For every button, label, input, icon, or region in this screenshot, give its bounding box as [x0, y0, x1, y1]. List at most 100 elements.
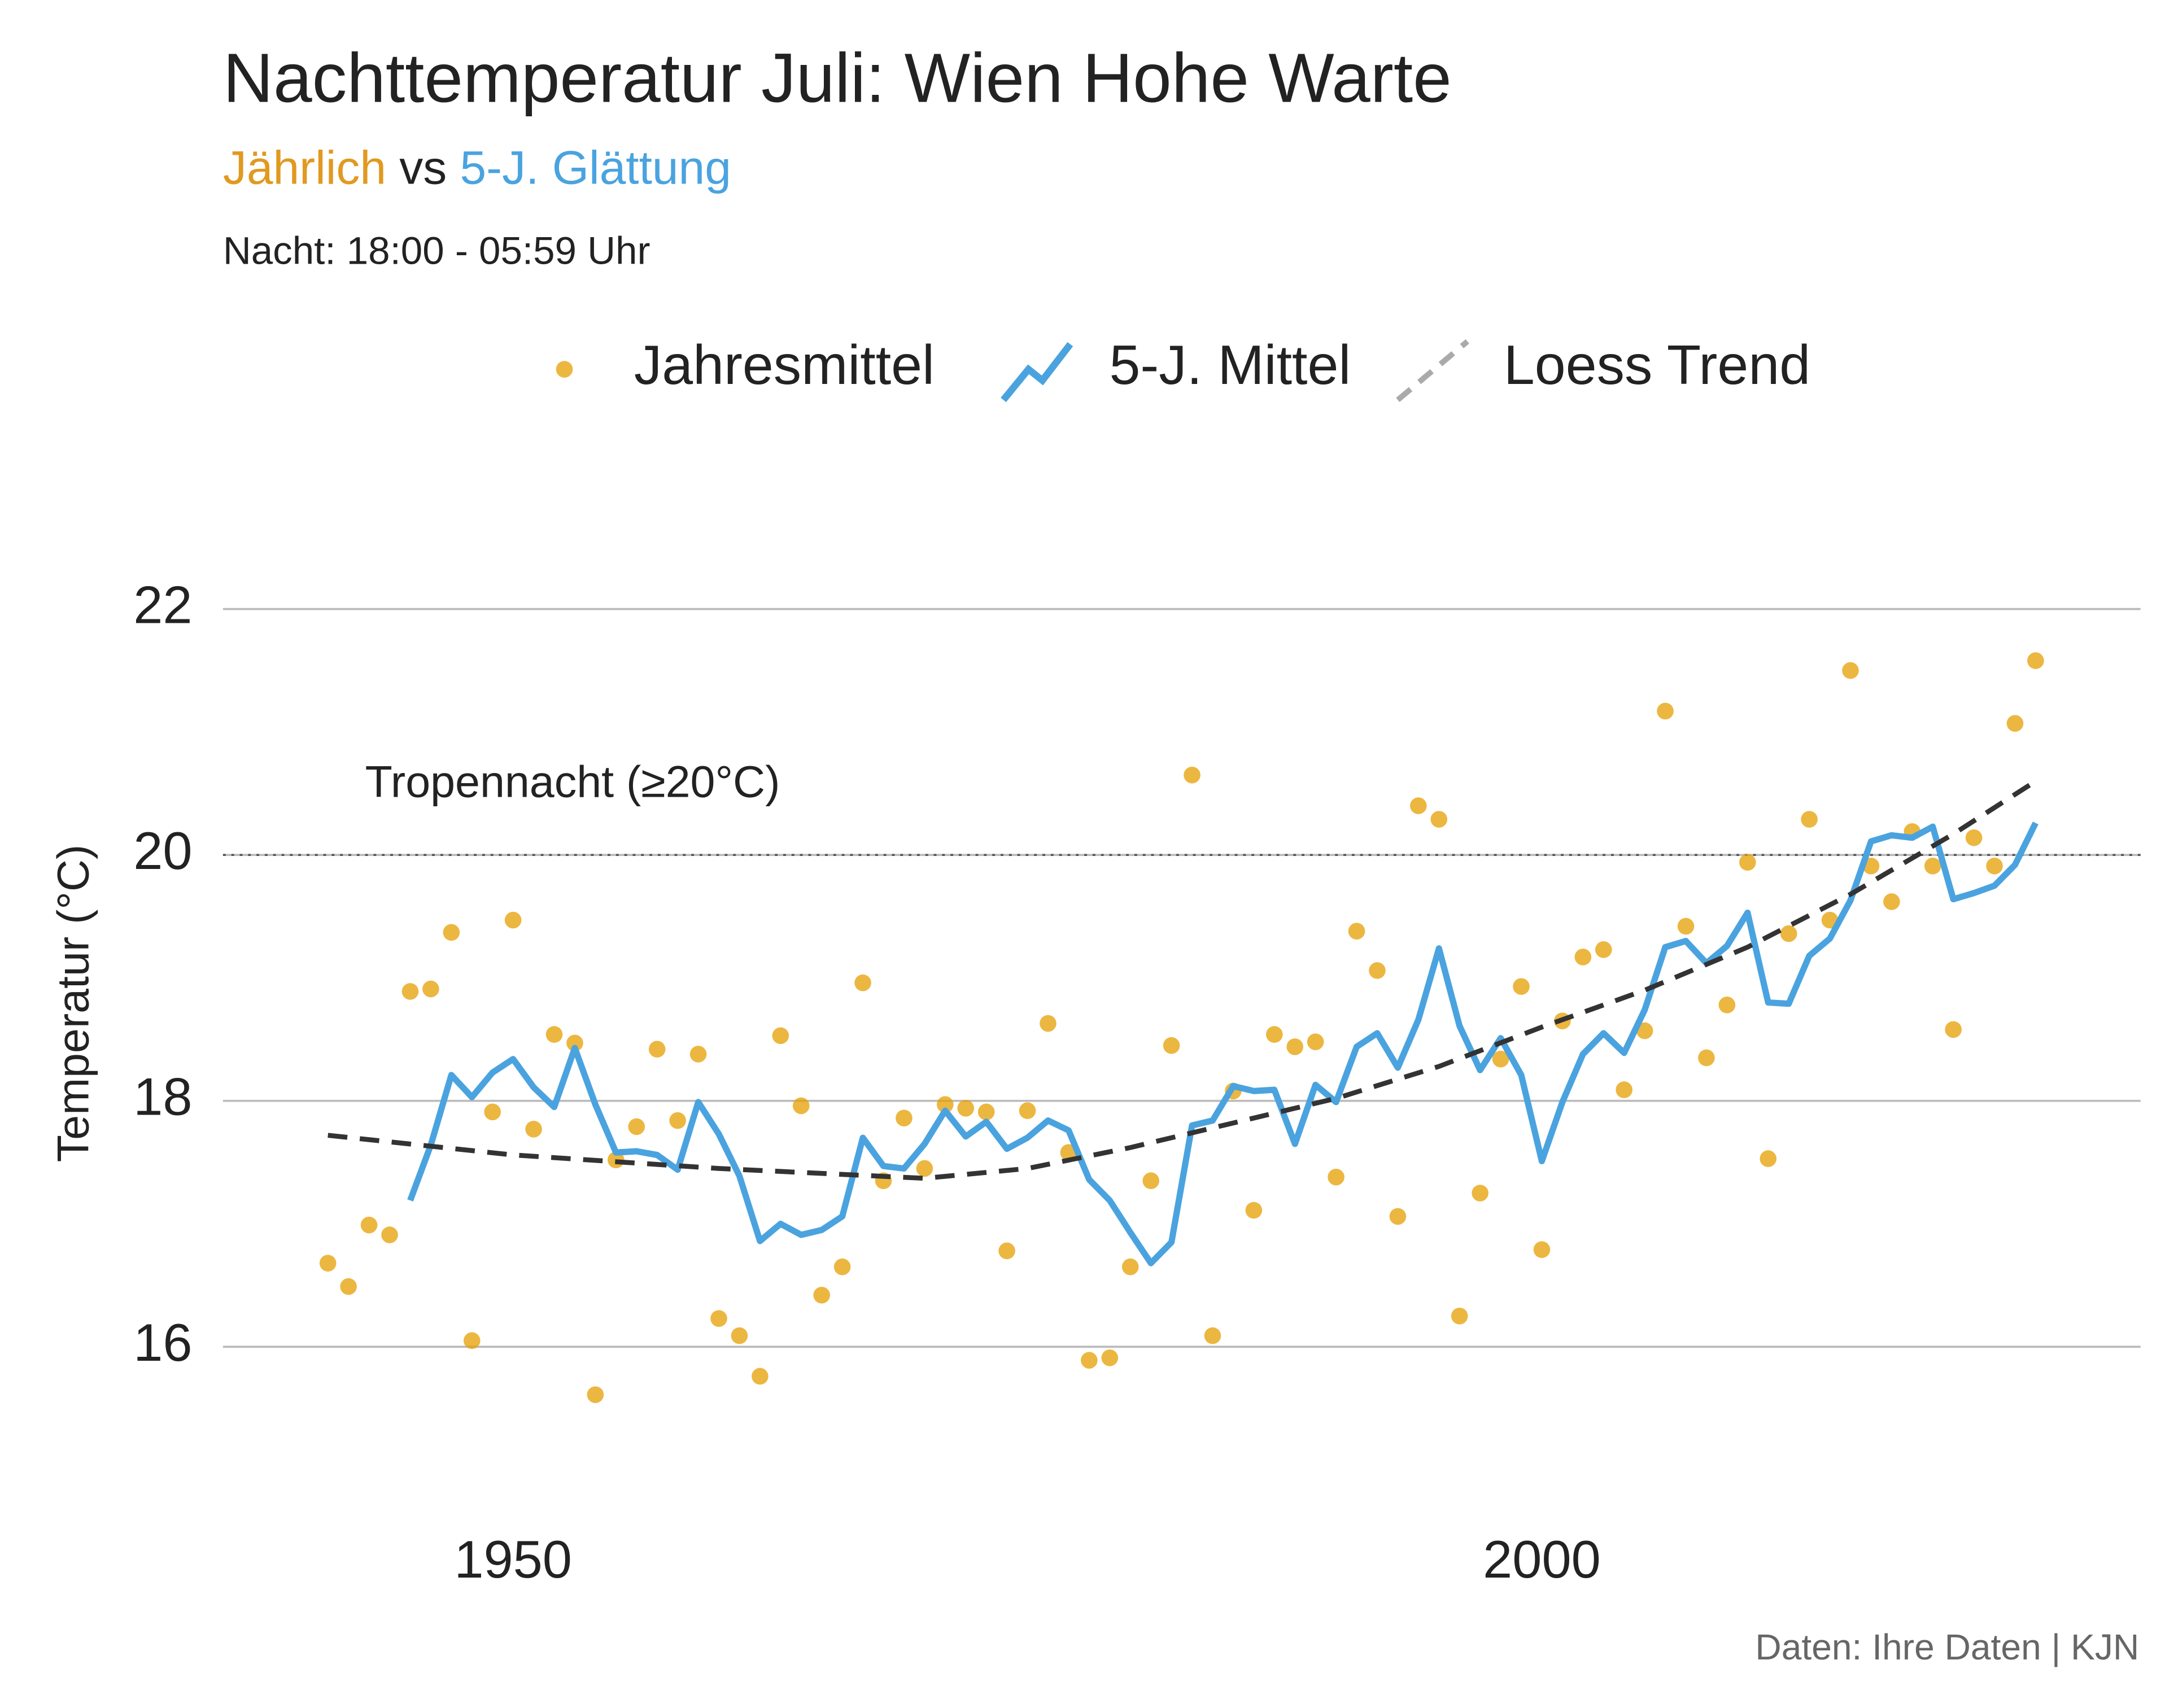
- data-point: [566, 1034, 583, 1052]
- data-point: [1245, 1202, 1263, 1219]
- x-tick-label: 2000: [1483, 1530, 1601, 1589]
- data-point: [1636, 1022, 1653, 1039]
- data-point: [1677, 918, 1695, 935]
- chart-title: Nachttemperatur Juli: Wien Hohe Warte: [223, 40, 1452, 117]
- data-point: [1718, 997, 1736, 1014]
- data-point: [1472, 1185, 1488, 1202]
- data-point: [401, 983, 419, 1000]
- data-point: [1348, 923, 1365, 940]
- data-point: [319, 1255, 337, 1272]
- data-point: [710, 1310, 727, 1327]
- data-point: [916, 1160, 933, 1177]
- data-point: [772, 1027, 789, 1045]
- legend-symbol: [1001, 342, 1073, 403]
- data-point: [1142, 1172, 1159, 1190]
- data-point: [936, 1096, 954, 1113]
- data-point: [628, 1118, 645, 1135]
- y-tick-label: 20: [133, 821, 192, 880]
- data-point: [854, 974, 871, 991]
- data-point: [1019, 1102, 1036, 1119]
- subtitle-part: Jährlich: [223, 141, 386, 194]
- caption: Daten: Ihre Daten | KJN: [1755, 1627, 2139, 1667]
- data-point: [2027, 652, 2044, 669]
- legend-label: Loess Trend: [1504, 334, 1810, 396]
- data-point: [1265, 1026, 1283, 1043]
- smoothed-line: [407, 822, 2038, 1266]
- data-point: [752, 1368, 769, 1385]
- data-point: [1389, 1208, 1407, 1225]
- data-point: [381, 1226, 398, 1243]
- data-point: [525, 1120, 542, 1138]
- data-point: [1513, 978, 1530, 995]
- legend-symbol: [556, 361, 573, 378]
- legend-label: 5-J. Mittel: [1109, 334, 1351, 396]
- data-point: [1883, 893, 1900, 910]
- subtitle-part: 5-J. Glättung: [460, 141, 731, 194]
- data-point: [1616, 1081, 1633, 1098]
- data-point: [1328, 1168, 1344, 1186]
- data-point: [1081, 1352, 1098, 1369]
- data-point: [1760, 1150, 1777, 1167]
- data-point: [1040, 1015, 1057, 1032]
- data-point: [1410, 797, 1427, 814]
- data-point: [1698, 1049, 1715, 1067]
- chart-subtitle: Jährlich vs 5-J. Glättung: [223, 141, 731, 194]
- data-point: [896, 1109, 913, 1126]
- data-point: [977, 1103, 995, 1121]
- data-point: [587, 1386, 604, 1403]
- data-point: [998, 1242, 1015, 1260]
- data-point: [813, 1286, 830, 1304]
- data-point: [1204, 1327, 1221, 1344]
- data-point: [1492, 1050, 1509, 1068]
- data-point: [669, 1112, 686, 1129]
- chart-note: Nacht: 18:00 - 05:59 Uhr: [223, 228, 651, 272]
- data-point: [1739, 854, 1756, 871]
- data-point: [1430, 811, 1448, 828]
- reference-label: Tropennacht (≥20°C): [365, 757, 780, 807]
- data-point: [1780, 925, 1797, 942]
- data-point: [1574, 949, 1592, 966]
- y-tick-label: 16: [133, 1313, 192, 1372]
- data-point: [1595, 941, 1612, 958]
- data-point: [1121, 1258, 1139, 1275]
- data-point: [443, 924, 460, 941]
- legend-label: Jahresmittel: [634, 334, 935, 396]
- data-point: [2006, 715, 2024, 732]
- data-point: [1451, 1307, 1468, 1325]
- y-axis-label: Temperatur (°C): [49, 845, 98, 1163]
- data-point: [1924, 857, 1941, 875]
- data-point: [1184, 766, 1200, 784]
- data-point: [545, 1026, 563, 1043]
- data-point: [360, 1216, 378, 1234]
- x-tick-label: 1950: [454, 1530, 572, 1589]
- data-point: [484, 1103, 501, 1121]
- data-point: [1986, 857, 2003, 875]
- data-point: [1945, 1021, 1962, 1038]
- data-point: [648, 1041, 666, 1058]
- data-point: [504, 911, 522, 929]
- data-point: [957, 1099, 975, 1117]
- data-point: [1369, 962, 1386, 979]
- data-point: [1307, 1033, 1324, 1050]
- data-point: [689, 1046, 707, 1063]
- data-point: [792, 1097, 810, 1115]
- data-point: [1163, 1037, 1180, 1054]
- data-point: [422, 980, 439, 998]
- data-point: [1842, 662, 1859, 679]
- data-point: [1657, 702, 1674, 720]
- data-point: [833, 1258, 851, 1275]
- data-point: [1965, 829, 1983, 846]
- trend-line: [328, 779, 2037, 1181]
- legend-symbol: [1396, 339, 1469, 403]
- data-point: [463, 1332, 481, 1349]
- data-point: [1801, 811, 1818, 828]
- data-point: [731, 1327, 748, 1344]
- data-point: [1533, 1241, 1551, 1258]
- data-point: [340, 1278, 357, 1295]
- data-point: [1101, 1349, 1119, 1366]
- y-tick-label: 22: [133, 575, 192, 634]
- y-tick-label: 18: [133, 1067, 192, 1126]
- data-point: [1286, 1038, 1304, 1055]
- subtitle-part: vs: [386, 141, 460, 194]
